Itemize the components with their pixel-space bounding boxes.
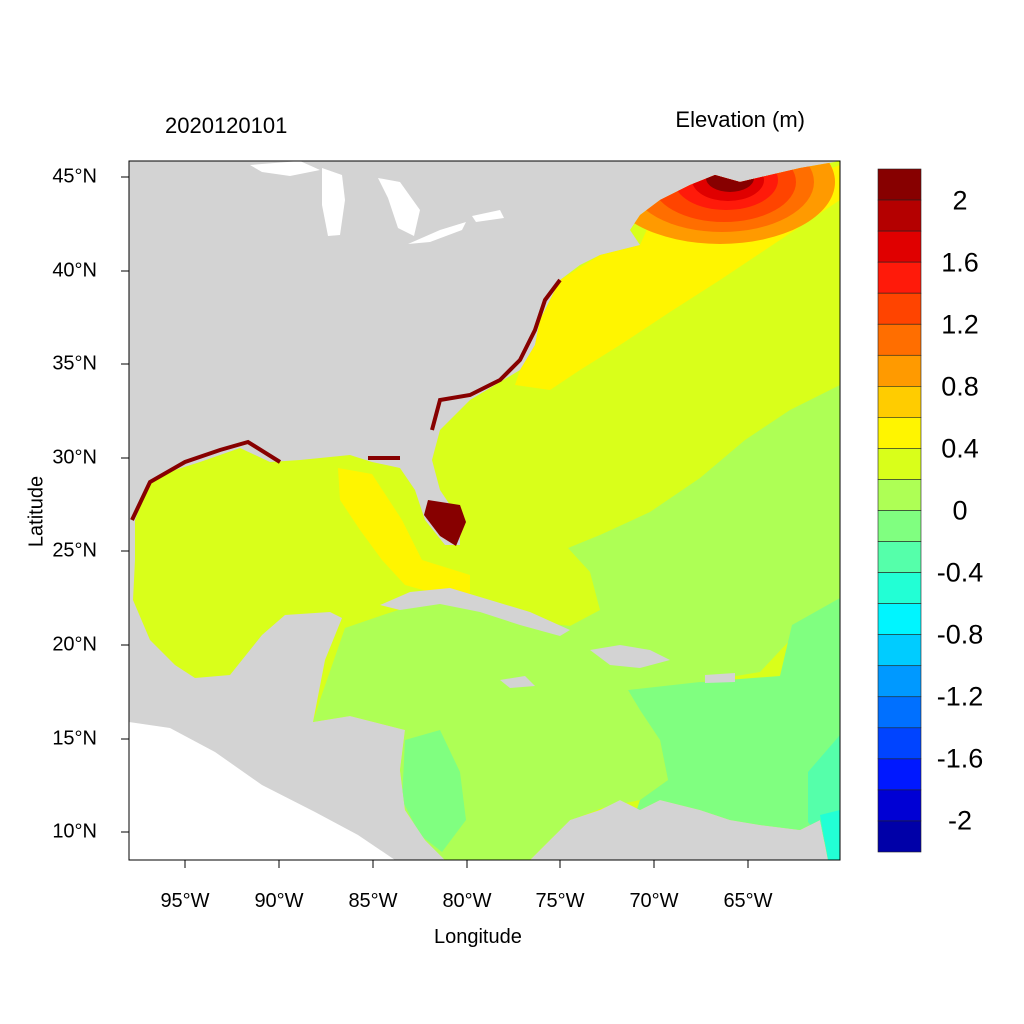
hispaniola [590,645,670,668]
colorbar-label: 1.2 [941,309,979,340]
lake-michigan [322,168,345,236]
lake-ontario [472,210,504,222]
colorbar-swatch [877,323,922,356]
colorbar-swatch [877,603,922,635]
colorbar-swatch [877,696,922,729]
gulf-coast-inundation [130,278,562,521]
date-title: 2020120101 [165,113,288,138]
colorbar-swatch [877,261,922,294]
x-tick-label: 90°W [254,890,304,912]
y-tick-label: 35°N [52,352,97,375]
y-tick-label: 25°N [52,539,97,562]
colorbar-label: 2 [952,185,968,216]
y-tick-label: 10°N [52,820,97,843]
colorbar-label: -0.8 [936,619,984,650]
x-ticks [184,860,749,868]
colorbar-swatch [877,572,922,604]
x-tick-label: 65°W [723,890,773,912]
colorbar-label: -0.4 [936,557,984,588]
lake-erie [408,222,466,244]
colorbar-swatch [877,510,922,542]
colorbar-swatch [877,199,922,232]
jamaica [500,676,535,688]
colorbar-swatch [877,292,922,325]
zone-minus0.2-to-0-west [402,730,466,852]
colorbar-label: 0.4 [941,433,979,464]
variable-title: Elevation (m) [675,107,805,132]
colorbar-label: -1.2 [936,681,984,712]
colorbar-swatch [877,541,922,573]
y-ticks [121,176,129,833]
x-tick-label: 80°W [442,890,492,912]
x-tick-label: 85°W [348,890,398,912]
y-tick-label: 45°N [52,165,97,188]
colorbar [877,168,922,853]
x-tick-label: 75°W [535,890,585,912]
lake-huron [378,178,420,236]
colorbar-swatch [877,448,922,480]
elevation-field [313,161,840,860]
colorbar-swatch [877,479,922,511]
colorbar-swatch [877,758,922,791]
colorbar-label: 0 [952,495,968,526]
colorbar-swatch [877,665,922,698]
zone-minus0.6 [820,810,840,860]
colorbar-swatch [877,168,922,201]
lake-superior [250,161,320,176]
colorbar-label: -1.6 [936,743,984,774]
y-tick-label: 20°N [52,633,97,656]
plot-frame [128,160,841,861]
y-tick-label: 30°N [52,446,97,469]
zone-0.4-gulf [338,468,470,595]
colorbar-swatch [877,820,922,853]
colorbar-swatch [877,727,922,760]
cuba [380,588,570,636]
south-florida-inundation [424,500,466,546]
colorbar-swatch [877,417,922,449]
colorbar-label: 1.6 [941,247,979,278]
puerto-rico [705,673,735,683]
y-axis-label: Latitude [25,475,48,548]
colorbar-label: -2 [947,805,972,836]
colorbar-swatch [877,354,922,387]
colorbar-swatch [877,386,922,418]
colorbar-label: 0.8 [941,371,979,402]
x-axis-label: Longitude [434,926,522,948]
y-tick-label: 40°N [52,259,97,282]
y-tick-label: 15°N [52,727,97,750]
x-tick-label: 70°W [629,890,679,912]
zone-minus0.2-to-0 [620,598,840,860]
colorbar-swatch [877,789,922,822]
colorbar-swatch [877,634,922,667]
colorbar-swatch [877,230,922,263]
pacific-ocean-nodata [129,722,395,860]
x-tick-label: 95°W [160,890,210,912]
